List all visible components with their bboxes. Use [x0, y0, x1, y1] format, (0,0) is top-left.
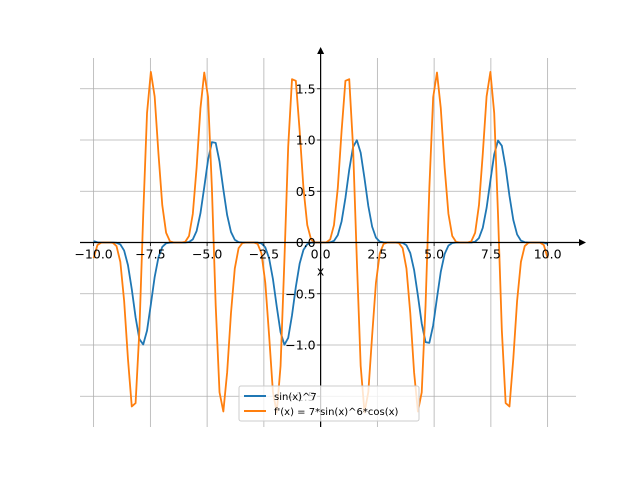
ticks: −10.0−7.5−5.0−2.50.02.55.07.510.0−1.5−1.…: [74, 81, 561, 404]
legend-box: [238, 385, 420, 422]
y-tick-label: 0.5: [296, 184, 316, 199]
y-tick-label: 0.0: [296, 235, 316, 250]
legend-label-derivative: f'(x) = 7*sin(x)^6*cos(x): [274, 407, 399, 418]
x-tick-label: −5.0: [192, 247, 222, 262]
x-tick-label: −7.5: [135, 247, 165, 262]
y-tick-label: −0.5: [285, 286, 315, 301]
legend: sin(x)^7 f'(x) = 7*sin(x)^6*cos(x): [238, 385, 420, 422]
x-tick-label: −2.5: [249, 247, 279, 262]
legend-label-sin7: sin(x)^7: [274, 392, 317, 403]
x-tick-label: 5.0: [424, 247, 444, 262]
x-axis-label: x: [317, 264, 324, 279]
x-tick-label: 0.0: [311, 247, 331, 262]
axes: [80, 47, 586, 427]
x-tick-label: −10.0: [74, 247, 112, 262]
y-axis-arrow: [317, 47, 325, 54]
y-tick-label: −1.0: [285, 338, 315, 353]
y-tick-label: 1.5: [296, 81, 316, 96]
x-axis-arrow: [579, 239, 586, 246]
y-tick-label: 1.0: [296, 133, 316, 148]
x-tick-label: 10.0: [534, 247, 562, 262]
x-tick-label: 7.5: [481, 247, 501, 262]
x-tick-label: 2.5: [367, 247, 387, 262]
